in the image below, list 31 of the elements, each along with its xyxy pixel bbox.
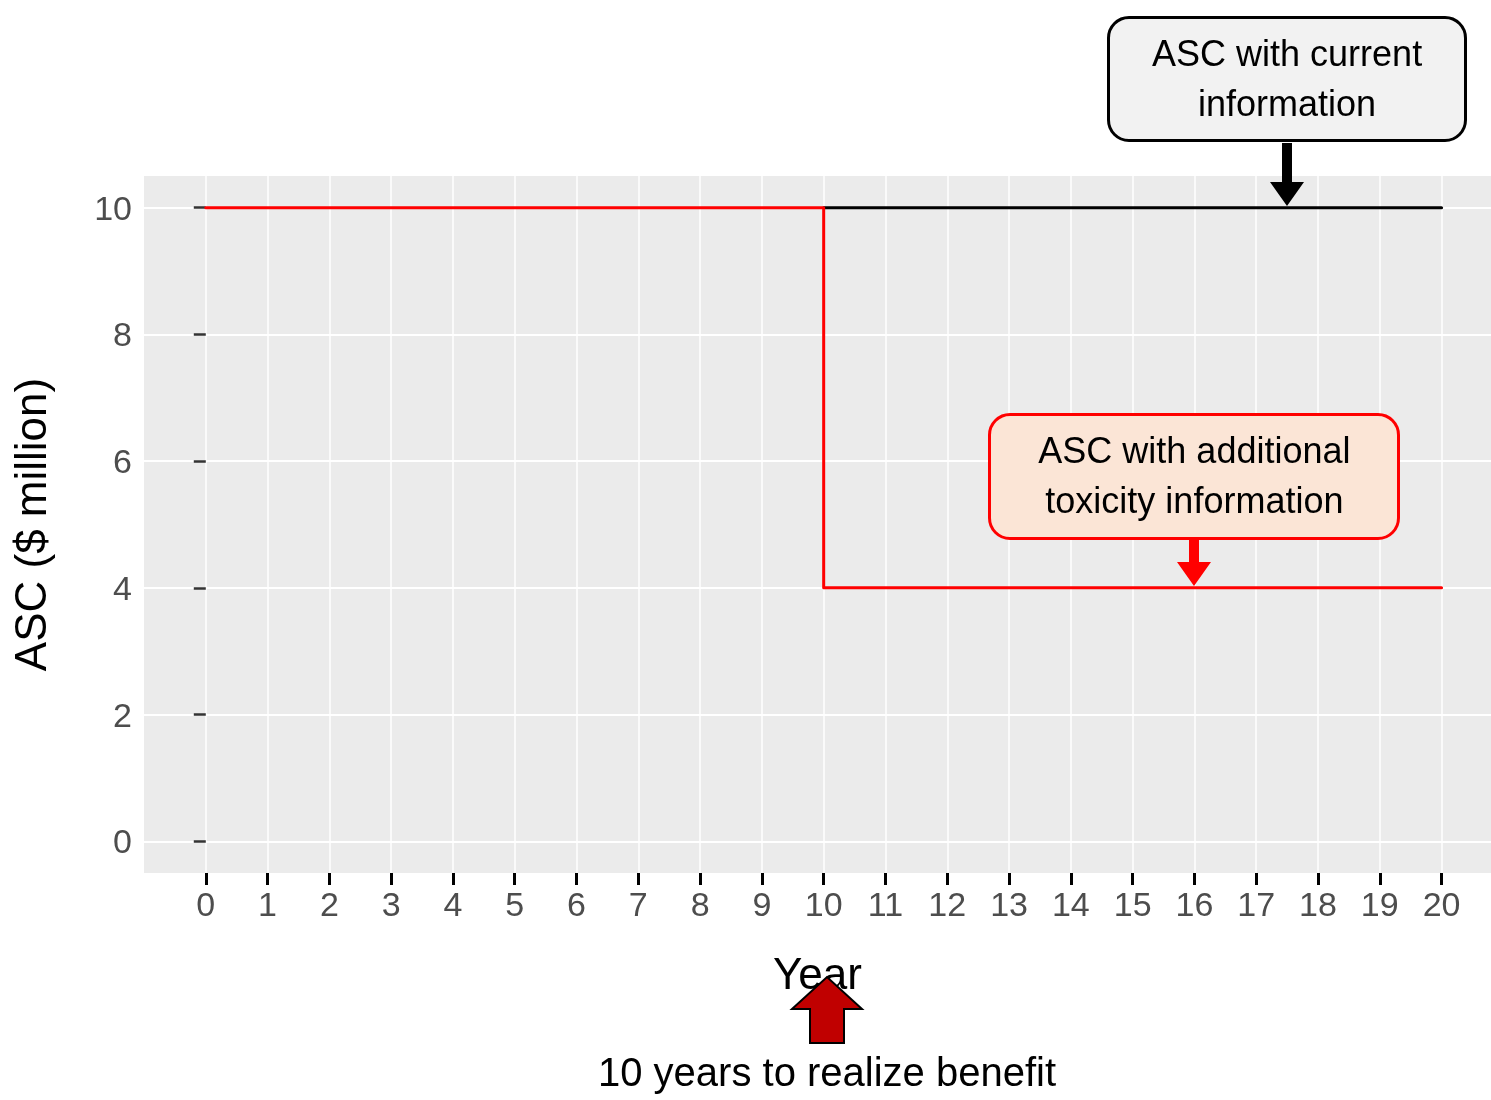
y-tick-label: 4 [113,568,132,607]
x-tick-label: 2 [319,885,339,923]
x-tick-label: 6 [567,885,586,923]
x-tick-label: 7 [628,885,648,923]
y-tick-label: 8 [113,315,132,354]
x-tick-label: 11 [867,885,904,923]
x-tick-label: 17 [1237,885,1276,923]
x-tick-label: 5 [505,885,525,923]
x-tick-label: 20 [1422,885,1461,923]
y-axis-title: ASC ($ million) [5,377,55,672]
y-tick-label: 6 [113,442,132,481]
x-tick-label: 4 [443,885,463,923]
x-tick-label: 14 [1051,885,1090,923]
text: 10 years to realize benefit [598,1050,1057,1095]
y-tick-label: 10 [94,188,132,227]
x-tick-label: 1 [258,885,278,923]
x-tick-label: 12 [928,885,967,923]
x-tick-label: 9 [752,885,772,923]
y-tick-label: 2 [113,695,132,734]
x-tick-label: 16 [1175,885,1214,923]
x-tick-label: 0 [196,885,216,923]
x-tick-label: 8 [690,885,710,923]
x-tick-label: 19 [1360,885,1399,923]
x-tick-label: 18 [1299,885,1337,923]
annotation: ASC with current information [1107,15,1468,143]
x-tick-label: 13 [990,885,1028,923]
x-tick-label: 10 [804,885,843,923]
y-tick-label: 0 [113,822,132,861]
annotation: ASC with additional toxicity information [988,412,1401,540]
x-tick-label: 3 [381,885,401,923]
x-tick-label: 15 [1113,885,1152,923]
